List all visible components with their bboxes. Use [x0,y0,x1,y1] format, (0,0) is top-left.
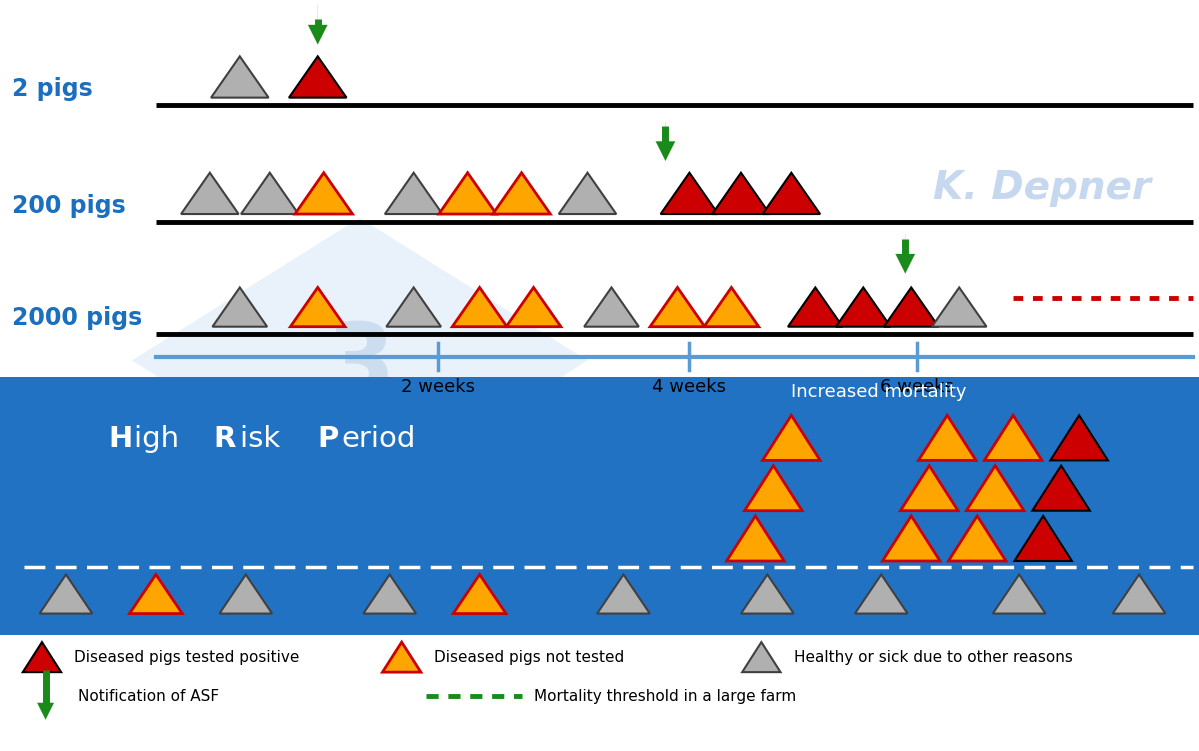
Polygon shape [788,288,843,327]
Polygon shape [363,575,416,614]
Text: Healthy or sick due to other reasons: Healthy or sick due to other reasons [794,650,1073,665]
Polygon shape [382,642,421,672]
Polygon shape [704,288,759,327]
Text: 2000 pigs: 2000 pigs [12,306,143,330]
Text: 6 weeks: 6 weeks [880,378,954,396]
Polygon shape [493,173,550,214]
Text: 200 pigs: 200 pigs [12,194,126,218]
Polygon shape [993,575,1046,614]
Text: 3: 3 [325,319,394,417]
Polygon shape [900,466,958,511]
Polygon shape [745,466,802,511]
Text: Notification of ASF: Notification of ASF [78,689,219,704]
Polygon shape [1032,466,1090,511]
Polygon shape [712,173,770,214]
Polygon shape [742,642,781,672]
Text: 2 weeks: 2 weeks [400,378,475,396]
Text: 2 pigs: 2 pigs [12,77,92,101]
Polygon shape [836,288,891,327]
Polygon shape [1014,516,1072,561]
Polygon shape [597,575,650,614]
Text: eriod: eriod [342,425,416,454]
Bar [0,377,1199,635]
Polygon shape [40,575,92,614]
Polygon shape [439,173,496,214]
Text: P: P [318,425,339,454]
Polygon shape [882,516,940,561]
Polygon shape [241,173,299,214]
Polygon shape [1050,415,1108,460]
Polygon shape [289,56,347,98]
Text: Increased mortality: Increased mortality [791,383,966,401]
Polygon shape [290,288,345,327]
Polygon shape [129,575,182,614]
Polygon shape [584,288,639,327]
Text: Diseased pigs tested positive: Diseased pigs tested positive [74,650,300,665]
Polygon shape [727,516,784,561]
Polygon shape [741,575,794,614]
Polygon shape [984,415,1042,460]
Text: R: R [213,425,236,454]
Polygon shape [650,288,705,327]
Text: Mortality threshold in a large farm: Mortality threshold in a large farm [534,689,796,704]
Polygon shape [452,288,507,327]
Polygon shape [453,575,506,614]
Polygon shape [181,173,239,214]
Text: K. Depner: K. Depner [933,169,1151,207]
Polygon shape [211,56,269,98]
Polygon shape [212,288,267,327]
Text: Diseased pigs not tested: Diseased pigs not tested [434,650,625,665]
Polygon shape [763,173,820,214]
Polygon shape [385,173,442,214]
Text: H: H [108,425,132,454]
Polygon shape [966,466,1024,511]
Polygon shape [763,415,820,460]
Text: isk: isk [240,425,289,454]
Polygon shape [884,288,939,327]
Text: igh: igh [134,425,188,454]
Polygon shape [661,173,718,214]
Polygon shape [559,173,616,214]
Polygon shape [132,218,588,503]
Text: 4 weeks: 4 weeks [652,378,727,396]
Polygon shape [386,288,441,327]
Polygon shape [506,288,561,327]
Polygon shape [23,642,61,672]
Polygon shape [932,288,987,327]
Polygon shape [855,575,908,614]
Polygon shape [219,575,272,614]
Polygon shape [295,173,353,214]
Polygon shape [948,516,1006,561]
Polygon shape [918,415,976,460]
Polygon shape [1113,575,1165,614]
